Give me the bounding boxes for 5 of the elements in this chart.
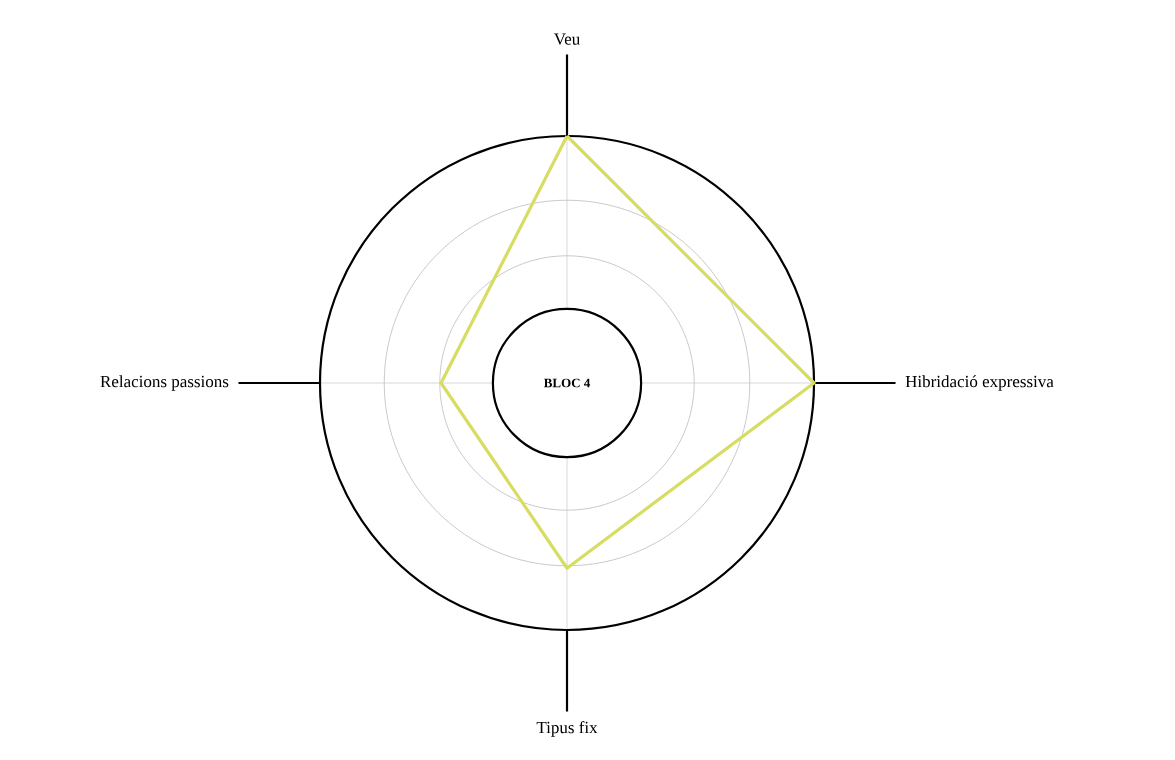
spoke-label: Relacions passions: [100, 375, 229, 391]
spoke-label: Veu: [553, 33, 580, 45]
spoke-label: Tipus fix: [536, 721, 598, 737]
text: BLOC 4: [543, 378, 591, 388]
spoke-label: Hibridació expressiva: [905, 375, 1054, 391]
